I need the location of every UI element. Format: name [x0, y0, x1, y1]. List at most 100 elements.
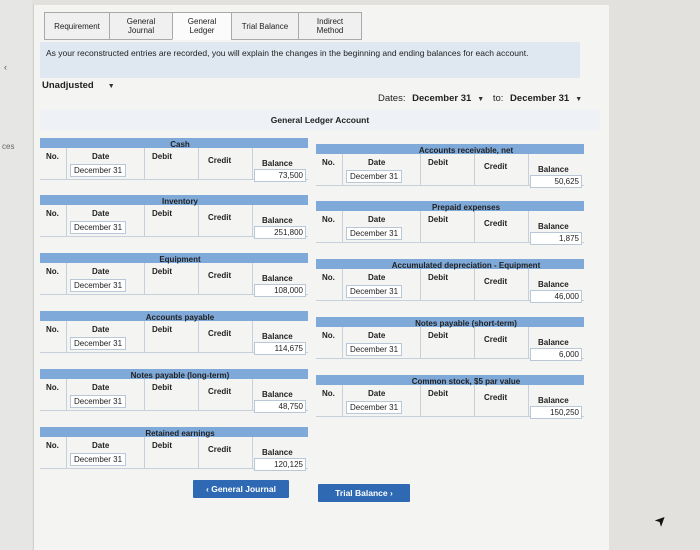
col-divider	[474, 269, 475, 301]
ledger-account: Cash No. Date Debit Credit Balance Decem…	[40, 138, 308, 182]
balance-cell: 150,250	[530, 406, 582, 419]
balance-cell: 120,125	[254, 458, 306, 471]
dates-label: Dates:	[378, 93, 406, 104]
ledger-account: Accumulated depreciation - Equipment No.…	[316, 259, 584, 303]
col-credit: Credit	[484, 335, 508, 344]
date-from-select[interactable]: December 31	[412, 93, 472, 104]
account-name: Cash	[170, 140, 190, 149]
tab-requirement[interactable]: Requirement	[44, 12, 110, 40]
col-balance: Balance	[538, 396, 569, 405]
col-divider	[144, 263, 145, 295]
balance-cell: 1,875	[530, 232, 582, 245]
col-divider	[144, 379, 145, 411]
col-debit: Debit	[152, 152, 172, 161]
account-name: Common stock, $5 par value	[411, 377, 521, 386]
col-credit: Credit	[484, 277, 508, 286]
ledger-account: Equipment No. Date Debit Credit Balance …	[40, 253, 308, 297]
row-divider	[40, 294, 308, 295]
caret-down-icon: ▼	[575, 96, 583, 103]
col-divider	[528, 385, 529, 417]
row-divider	[40, 236, 308, 237]
col-divider	[252, 437, 253, 469]
col-date: Date	[368, 273, 386, 282]
col-date: Date	[92, 209, 110, 218]
col-divider	[252, 321, 253, 353]
col-divider	[252, 148, 253, 180]
date-cell: December 31	[70, 164, 127, 177]
col-divider	[198, 321, 199, 353]
col-no: No.	[46, 209, 59, 218]
col-no: No.	[322, 158, 335, 167]
col-date: Date	[368, 389, 386, 398]
date-to-select[interactable]: December 31	[510, 93, 570, 104]
left-strip: ‹ ces	[0, 0, 32, 550]
view-select[interactable]: Unadjusted ▼	[42, 80, 115, 91]
col-divider	[198, 148, 199, 180]
col-no: No.	[322, 389, 335, 398]
account-name: Notes payable (short-term)	[415, 319, 517, 328]
account-name: Accounts payable	[145, 313, 215, 322]
account-header-bar	[316, 375, 584, 385]
date-cell: December 31	[346, 227, 403, 240]
general-journal-button[interactable]: ‹ General Journal	[193, 480, 289, 498]
account-header-bar	[40, 195, 308, 205]
col-divider	[198, 379, 199, 411]
col-divider	[420, 269, 421, 301]
row-divider	[316, 242, 584, 243]
col-balance: Balance	[538, 280, 569, 289]
date-cell: December 31	[70, 279, 127, 292]
col-balance: Balance	[538, 165, 569, 174]
row-divider	[40, 352, 308, 353]
account-name: Inventory	[161, 197, 199, 206]
row-divider	[316, 300, 584, 301]
col-divider	[252, 379, 253, 411]
col-divider	[66, 205, 67, 237]
col-debit: Debit	[152, 325, 172, 334]
tab-indirect-method[interactable]: Indirect Method	[298, 12, 362, 40]
col-balance: Balance	[538, 338, 569, 347]
row-divider	[40, 179, 308, 180]
tab-trial-balance[interactable]: Trial Balance	[231, 12, 299, 40]
chevron-left-icon[interactable]: ‹	[4, 62, 7, 72]
col-date: Date	[92, 152, 110, 161]
col-debit: Debit	[428, 273, 448, 282]
tab-general-ledger[interactable]: General Ledger	[172, 12, 232, 40]
col-divider	[528, 269, 529, 301]
date-cell: December 31	[70, 221, 127, 234]
ledger-account: Accounts receivable, net No. Date Debit …	[316, 144, 584, 188]
col-no: No.	[322, 215, 335, 224]
col-no: No.	[46, 152, 59, 161]
col-credit: Credit	[484, 219, 508, 228]
instruction-text: As your reconstructed entries are record…	[40, 42, 580, 78]
balance-cell: 108,000	[254, 284, 306, 297]
ledger-account: Inventory No. Date Debit Credit Balance …	[40, 195, 308, 239]
col-credit: Credit	[484, 393, 508, 402]
date-cell: December 31	[70, 453, 127, 466]
col-divider	[420, 385, 421, 417]
col-no: No.	[322, 331, 335, 340]
balance-cell: 48,750	[254, 400, 306, 413]
col-divider	[342, 211, 343, 243]
col-debit: Debit	[428, 158, 448, 167]
col-balance: Balance	[262, 448, 293, 457]
account-name: Accumulated depreciation - Equipment	[391, 261, 541, 270]
balance-cell: 251,800	[254, 226, 306, 239]
tab-general-journal[interactable]: General Journal	[109, 12, 173, 40]
col-divider	[198, 437, 199, 469]
caret-down-icon: ▼	[107, 83, 115, 90]
dates-to-label: to:	[492, 93, 504, 104]
col-date: Date	[92, 267, 110, 276]
ledger-account: Accounts payable No. Date Debit Credit B…	[40, 311, 308, 355]
trial-balance-button[interactable]: Trial Balance ›	[318, 484, 410, 502]
col-divider	[144, 321, 145, 353]
main-panel	[33, 5, 609, 550]
balance-cell: 114,675	[254, 342, 306, 355]
col-balance: Balance	[262, 274, 293, 283]
tab-bar: Requirement General Journal General Ledg…	[44, 12, 362, 40]
row-divider	[316, 358, 584, 359]
col-divider	[66, 437, 67, 469]
row-divider	[316, 185, 584, 186]
view-select-value: Unadjusted	[42, 80, 94, 91]
col-divider	[144, 148, 145, 180]
col-divider	[420, 211, 421, 243]
